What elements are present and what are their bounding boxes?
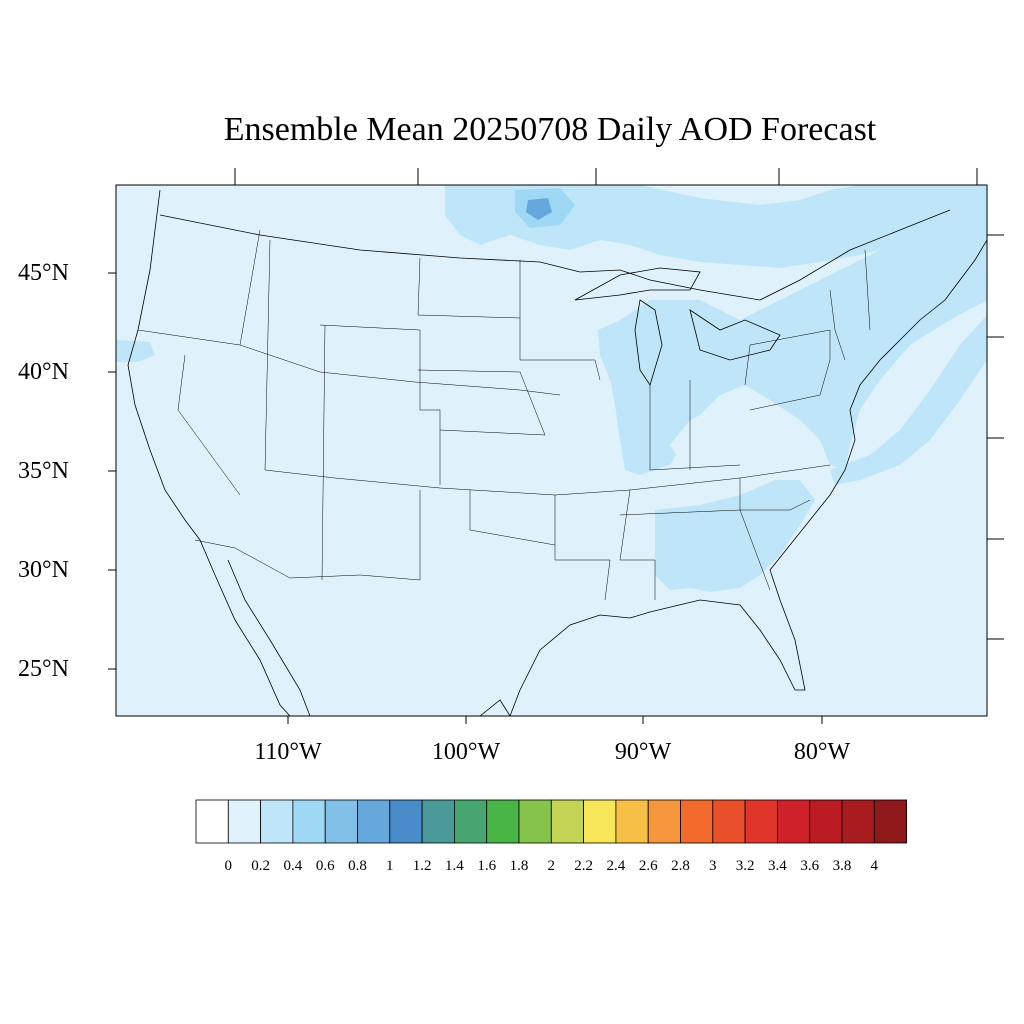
lat-label: 45°N bbox=[18, 260, 69, 286]
colorbar-label: 3.6 bbox=[800, 858, 820, 874]
colorbar-label: 3.2 bbox=[735, 858, 755, 874]
colorbar-swatch bbox=[195, 799, 229, 844]
colorbar-label: 0.4 bbox=[283, 858, 303, 874]
colorbar-swatch bbox=[518, 799, 552, 844]
colorbar-swatch bbox=[357, 799, 391, 844]
colorbar-label: 1 bbox=[386, 858, 394, 874]
lon-label: 80°W bbox=[793, 739, 851, 765]
colorbar-label: 2.4 bbox=[606, 858, 626, 874]
us-canada-border bbox=[159, 209, 951, 301]
colorbar-swatch bbox=[453, 799, 488, 844]
colorbar-swatch bbox=[809, 799, 843, 844]
colorbar-label: 2.6 bbox=[638, 858, 658, 874]
lon-label: 100°W bbox=[431, 739, 501, 765]
colorbar-label: 0 bbox=[224, 858, 233, 874]
colorbar-label: 1.8 bbox=[509, 858, 529, 874]
colorbar-swatch bbox=[744, 799, 778, 844]
aod-region-north-plume bbox=[445, 185, 987, 268]
colorbar-label: 2.2 bbox=[574, 858, 593, 874]
lat-label: 35°N bbox=[18, 458, 69, 484]
lon-label: 90°W bbox=[614, 739, 672, 765]
coastline-west bbox=[127, 189, 291, 716]
lat-label: 40°N bbox=[18, 359, 69, 385]
colorbar-swatch bbox=[777, 799, 811, 844]
aod-contours bbox=[116, 185, 987, 592]
colorbar-swatch bbox=[712, 799, 746, 844]
colorbar-swatch bbox=[486, 799, 520, 844]
colorbar-swatch bbox=[841, 799, 875, 844]
colorbar-label: 4 bbox=[870, 858, 879, 874]
colorbar-label: 0.6 bbox=[315, 858, 335, 874]
colorbar-swatch bbox=[550, 799, 584, 844]
aod-region-north-peak bbox=[526, 198, 552, 220]
colorbar-label: 3 bbox=[709, 858, 717, 874]
lat-label: 30°N bbox=[18, 557, 69, 583]
colorbar-swatch bbox=[873, 799, 907, 844]
coastline-gulf bbox=[509, 239, 987, 716]
aod-region-west-coast bbox=[116, 340, 155, 362]
colorbar-swatch bbox=[583, 799, 617, 844]
colorbar bbox=[195, 799, 907, 844]
aod-region-ohio-valley bbox=[670, 398, 760, 460]
colorbar-label: 3.8 bbox=[832, 858, 852, 874]
baja-peninsula bbox=[227, 559, 311, 716]
colorbar-swatch bbox=[647, 799, 681, 844]
lat-label: 25°N bbox=[18, 656, 69, 682]
state-borders bbox=[137, 229, 871, 601]
colorbar-swatch bbox=[292, 799, 326, 844]
colorbar-swatch bbox=[260, 799, 294, 844]
colorbar-swatch bbox=[421, 799, 455, 844]
colorbar-label: 1.4 bbox=[445, 858, 464, 874]
colorbar-label: 2.8 bbox=[671, 858, 690, 874]
lon-label: 110°W bbox=[254, 739, 322, 765]
coastline-mexico bbox=[479, 699, 511, 716]
aod-region-southeast bbox=[655, 480, 815, 592]
coastlines bbox=[127, 189, 987, 716]
colorbar-swatch bbox=[680, 799, 714, 844]
colorbar-label: 1.6 bbox=[477, 858, 497, 874]
colorbar-label: 0.8 bbox=[348, 858, 367, 874]
lake-huron-erie bbox=[689, 309, 781, 361]
map-title: Ensemble Mean 20250708 Daily AOD Forecas… bbox=[223, 111, 877, 148]
map-frame bbox=[115, 184, 988, 717]
colorbar-swatch bbox=[615, 799, 649, 844]
colorbar-swatch bbox=[227, 799, 262, 844]
colorbar-label: 0.2 bbox=[251, 858, 270, 874]
colorbar-swatch bbox=[389, 799, 423, 844]
colorbar-label: 2 bbox=[547, 858, 556, 874]
colorbar-swatch bbox=[324, 799, 358, 844]
colorbar-label: 1.2 bbox=[412, 858, 432, 874]
aod-region-northeast-band bbox=[598, 205, 987, 475]
lake-superior bbox=[574, 267, 701, 301]
axis-ticks bbox=[108, 168, 1004, 724]
colorbar-label: 3.4 bbox=[768, 858, 787, 874]
